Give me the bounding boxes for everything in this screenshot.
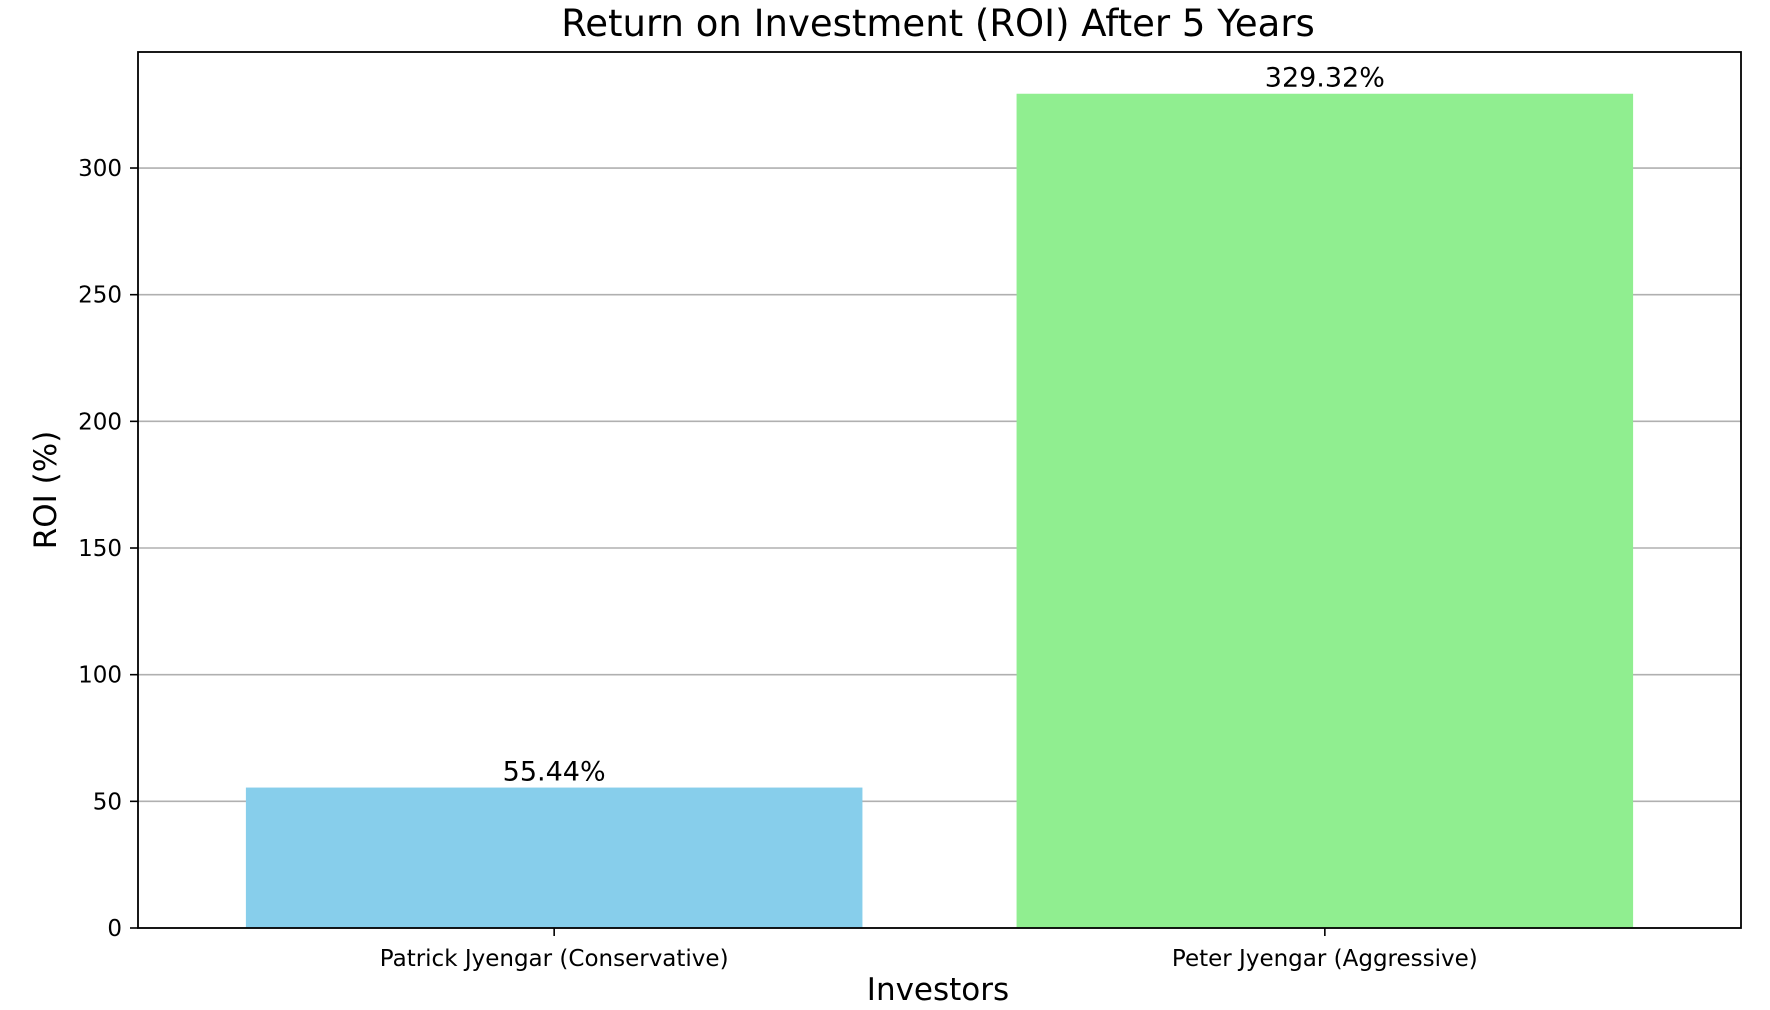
y-tick-label: 300 <box>78 156 122 182</box>
y-tick-label: 0 <box>107 916 122 942</box>
data-labels: 55.44% 329.32% <box>503 63 1385 788</box>
y-tick-label: 100 <box>78 663 122 689</box>
y-tick-label: 50 <box>93 789 122 815</box>
bars <box>245 93 1634 929</box>
y-axis-ticks: 0 50 100 150 200 250 300 <box>78 156 138 942</box>
bar <box>245 787 863 928</box>
x-tick-label: Patrick Jyengar (Conservative) <box>380 946 729 972</box>
y-tick-label: 200 <box>78 409 122 435</box>
bar <box>1016 93 1634 929</box>
bar-value-label: 55.44% <box>503 757 606 788</box>
chart-title: Return on Investment (ROI) After 5 Years <box>561 2 1315 45</box>
y-tick-label: 150 <box>78 536 122 562</box>
y-axis-label: ROI (%) <box>28 431 64 550</box>
bar-value-label: 329.32% <box>1265 63 1385 94</box>
x-axis-label: Investors <box>867 972 1009 1008</box>
x-tick-label: Peter Jyengar (Aggressive) <box>1172 946 1478 972</box>
y-tick-label: 250 <box>78 283 122 309</box>
plot-frame <box>137 51 1742 929</box>
x-axis-ticks: Patrick Jyengar (Conservative) Peter Jyen… <box>380 928 1478 972</box>
